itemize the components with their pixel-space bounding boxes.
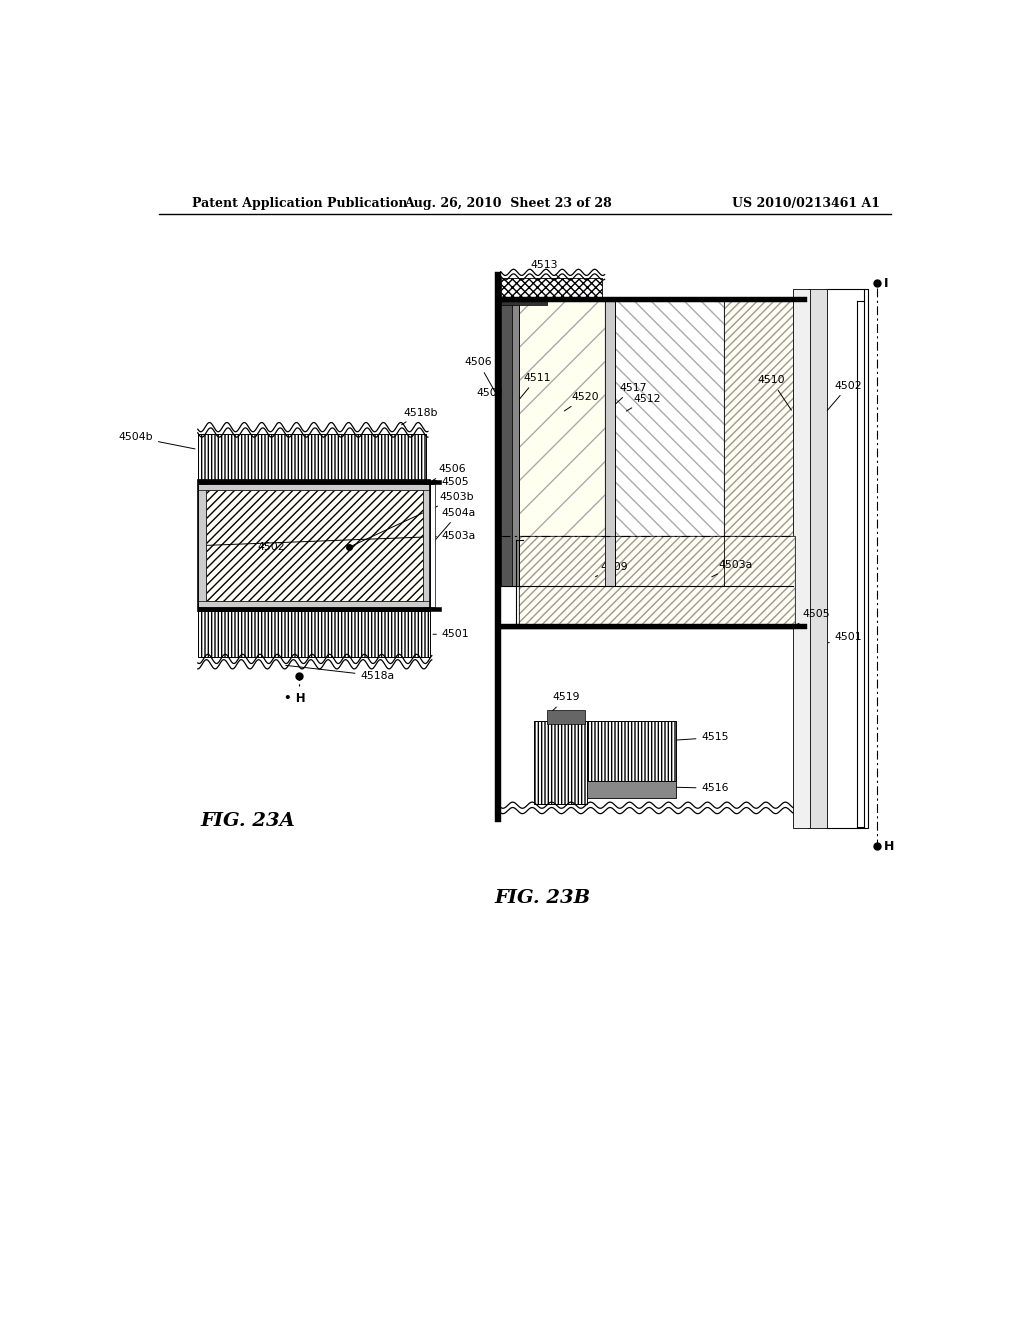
Text: FIG. 23A: FIG. 23A	[201, 812, 296, 829]
Bar	[198, 607, 430, 611]
Text: 4506: 4506	[433, 465, 466, 480]
Text: FIG. 23B: FIG. 23B	[495, 888, 591, 907]
Text: 4519: 4519	[552, 693, 581, 711]
Bar	[198, 484, 206, 607]
Bar	[793, 289, 810, 829]
Bar	[198, 484, 430, 490]
Text: 4518b: 4518b	[401, 408, 437, 425]
Bar	[587, 780, 676, 797]
Bar	[519, 301, 604, 586]
Bar	[429, 607, 441, 611]
Bar	[198, 434, 426, 482]
Text: 4506: 4506	[465, 358, 501, 403]
Bar	[535, 721, 587, 804]
Text: 4518a: 4518a	[545, 738, 580, 759]
Text: H: H	[884, 840, 894, 853]
Text: 4511: 4511	[516, 372, 551, 403]
Bar	[429, 480, 441, 484]
Bar	[825, 289, 868, 829]
Text: 4503a: 4503a	[712, 560, 753, 577]
Text: 4503b: 4503b	[351, 492, 474, 546]
Text: 4505: 4505	[797, 610, 829, 624]
Text: 4510: 4510	[758, 375, 792, 411]
Bar	[501, 277, 601, 301]
Text: 4502: 4502	[827, 380, 862, 411]
Bar	[519, 301, 604, 586]
Bar	[430, 484, 435, 607]
Text: 4512: 4512	[627, 393, 660, 411]
Text: 4518a: 4518a	[286, 665, 394, 681]
Text: 4503a: 4503a	[201, 531, 476, 545]
Text: Patent Application Publication: Patent Application Publication	[191, 197, 408, 210]
Text: 4504a: 4504a	[432, 508, 476, 544]
Text: 4501: 4501	[828, 632, 862, 643]
Text: 4516: 4516	[627, 783, 729, 793]
Bar	[496, 272, 501, 822]
Bar	[587, 721, 676, 780]
Bar	[547, 710, 586, 725]
Bar	[501, 298, 547, 305]
Text: 4507: 4507	[529, 279, 566, 298]
Bar	[501, 624, 807, 628]
Text: 4513: 4513	[530, 260, 560, 279]
Text: I: I	[884, 277, 888, 289]
Bar	[198, 611, 430, 657]
Text: 4515: 4515	[627, 733, 729, 743]
Bar	[615, 301, 724, 586]
Text: 4501: 4501	[433, 630, 469, 639]
Bar	[519, 536, 795, 628]
Bar	[519, 536, 795, 628]
Text: • H: • H	[284, 692, 305, 705]
Text: Aug. 26, 2010  Sheet 23 of 28: Aug. 26, 2010 Sheet 23 of 28	[403, 197, 611, 210]
Text: 4509: 4509	[595, 561, 629, 577]
Bar	[206, 490, 423, 601]
Text: 4520: 4520	[564, 392, 599, 411]
Text: 4502: 4502	[258, 543, 286, 552]
Text: 4505: 4505	[433, 477, 469, 487]
Bar	[198, 480, 430, 611]
Bar	[615, 301, 724, 586]
Bar	[809, 289, 827, 829]
Bar	[501, 297, 807, 302]
Bar	[512, 301, 519, 586]
Bar	[198, 601, 430, 607]
Bar	[198, 480, 430, 484]
Bar	[501, 301, 512, 586]
Text: 4503b: 4503b	[476, 388, 518, 411]
Bar	[423, 484, 430, 607]
Bar	[501, 301, 794, 586]
Text: 4517: 4517	[608, 383, 647, 411]
Text: 4504b: 4504b	[118, 432, 195, 449]
Text: US 2010/0213461 A1: US 2010/0213461 A1	[732, 197, 880, 210]
Bar	[604, 301, 615, 586]
